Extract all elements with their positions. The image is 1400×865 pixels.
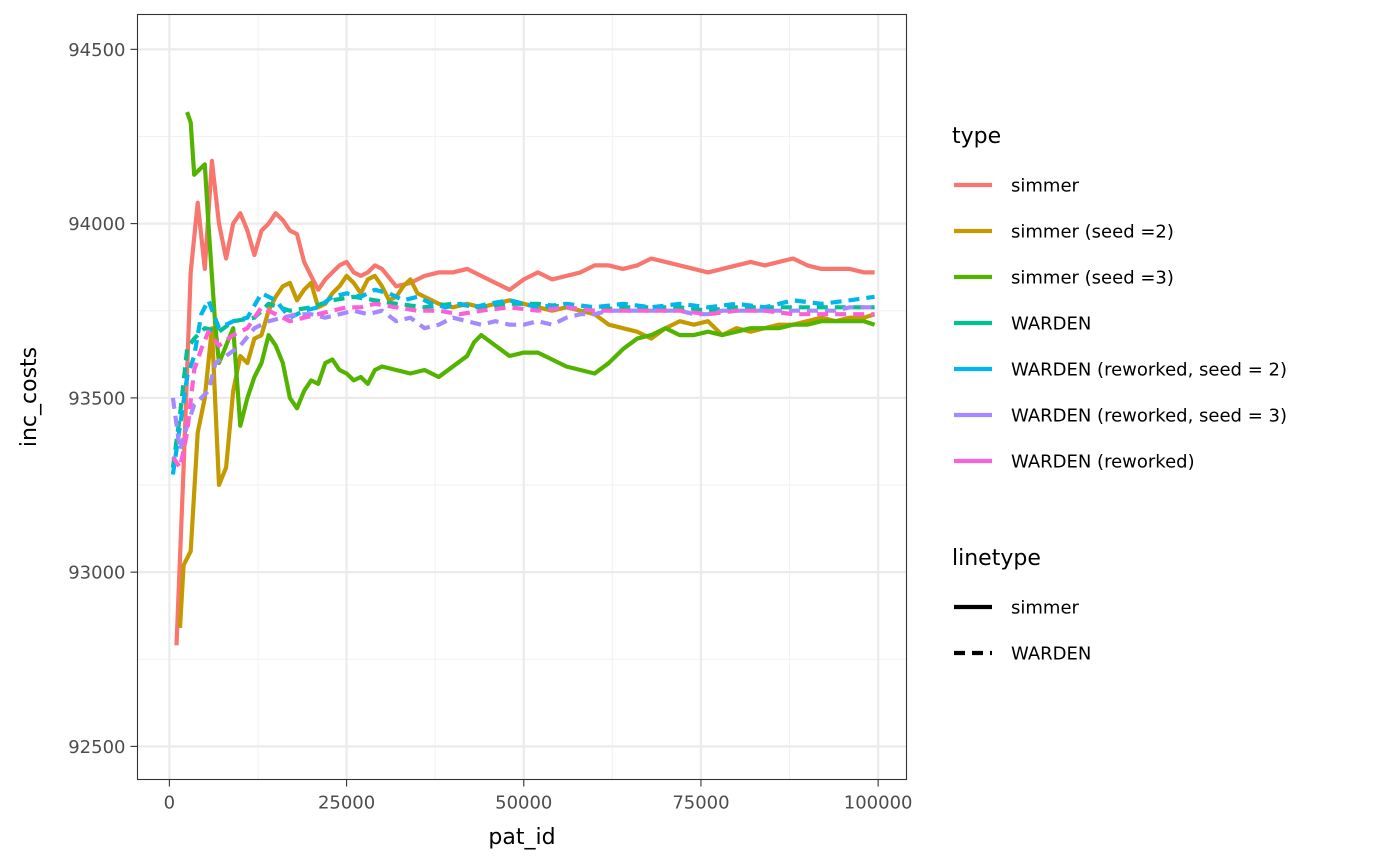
series-line-3 xyxy=(170,294,875,468)
legend-type: type simmer simmer (seed =2) simmer (seed … xyxy=(952,124,1287,473)
legend-linetype-title: linetype xyxy=(952,546,1041,571)
legend-type-label: WARDEN (reworked, seed = 3) xyxy=(1011,406,1287,427)
legend-type-label: WARDEN (reworked) xyxy=(1011,452,1195,473)
x-tick-label: 0 xyxy=(164,793,175,814)
y-tick-label: 94000 xyxy=(68,214,125,235)
y-tick-label: 93000 xyxy=(68,563,125,584)
legend-type-label: WARDEN xyxy=(1011,314,1091,335)
y-tick-label: 92500 xyxy=(68,737,125,758)
series-line-6 xyxy=(171,301,875,470)
x-tick-label: 25000 xyxy=(318,793,375,814)
x-axis: 0 25000 50000 75000 100000 xyxy=(164,779,913,814)
legend-type-label: WARDEN (reworked, seed = 2) xyxy=(1011,360,1287,381)
plot-border xyxy=(136,13,908,781)
series-line-2 xyxy=(185,111,876,428)
series-line-1 xyxy=(177,273,876,629)
series-line-0 xyxy=(174,158,875,646)
legend-linetype-label: simmer xyxy=(1011,598,1080,619)
y-tick-label: 94500 xyxy=(68,40,125,61)
y-axis-title: inc_costs xyxy=(17,347,42,447)
grid-major xyxy=(137,14,907,780)
legend-type-label: simmer (seed =2) xyxy=(1011,222,1174,243)
legend-type-label: simmer (seed =3) xyxy=(1011,268,1174,289)
legend-linetype: linetype simmer WARDEN xyxy=(952,546,1091,665)
series-layer xyxy=(170,111,876,646)
x-tick-label: 100000 xyxy=(844,793,913,814)
x-tick-label: 75000 xyxy=(672,793,729,814)
legend-type-label: simmer xyxy=(1011,176,1080,197)
y-tick-label: 93500 xyxy=(68,388,125,409)
series-line-4 xyxy=(170,287,875,475)
legend-linetype-label: WARDEN xyxy=(1011,644,1091,665)
x-axis-title: pat_id xyxy=(488,825,555,850)
y-axis: 92500 93000 93500 94000 94500 xyxy=(68,40,138,758)
x-tick-label: 50000 xyxy=(495,793,552,814)
legend-type-title: type xyxy=(952,124,1001,149)
